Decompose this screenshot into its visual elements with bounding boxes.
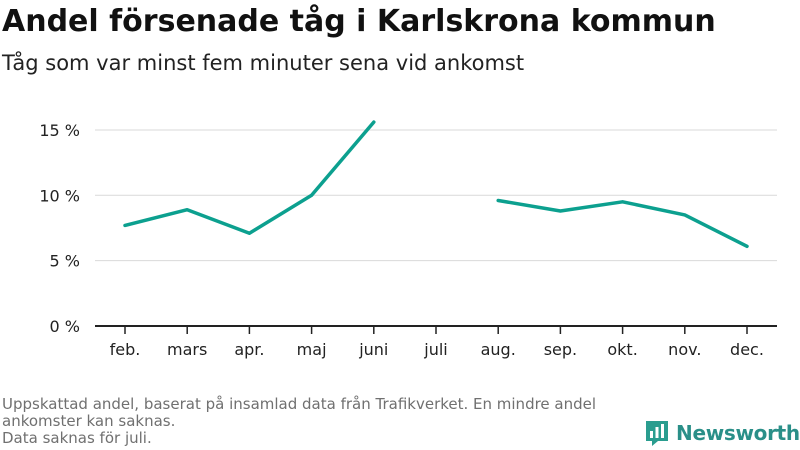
y-axis-tick-labels: 0 % 5 % 10 % 15 % <box>39 121 80 336</box>
series-lines <box>123 120 749 249</box>
y-tick-label: 0 % <box>50 317 80 336</box>
brand-name: Newsworthy <box>676 421 800 445</box>
bar-chart-logo-icon <box>646 421 668 446</box>
gridlines <box>95 129 777 262</box>
y-tick-label: 10 % <box>39 186 80 205</box>
x-tick-label: dec. <box>730 340 764 359</box>
x-tick-label: okt. <box>607 340 637 359</box>
footnote-source: Uppskattad andel, baserat på insamlad da… <box>2 395 597 430</box>
x-tick-label: juni <box>358 340 388 359</box>
x-tick-label: apr. <box>234 340 264 359</box>
x-axis <box>95 325 777 334</box>
x-tick-label: feb. <box>110 340 141 359</box>
x-tick-label: sep. <box>544 340 577 359</box>
x-tick-label: maj <box>297 340 327 359</box>
chart-subtitle: Tåg som var minst fem minuter sena vid a… <box>2 51 525 75</box>
x-tick-label: aug. <box>481 340 516 359</box>
x-tick-label: nov. <box>668 340 701 359</box>
x-axis-tick-labels: feb. mars apr. maj juni juli aug. sep. okt. nov. d… <box>110 340 764 359</box>
line-chart: 0 % 5 % 10 % 15 % feb. mars apr. maj juni juli au… <box>39 120 777 359</box>
y-tick-label: 15 % <box>39 121 80 140</box>
footnote-missing-data: Data saknas för juli. <box>2 429 152 447</box>
series-line-segment <box>496 198 749 249</box>
footnote: Uppskattad andel, baserat på insamlad da… <box>2 396 632 447</box>
series-line-segment <box>123 120 376 235</box>
x-tick-label: juli <box>423 340 447 359</box>
y-tick-label: 5 % <box>50 252 80 271</box>
chart-title: Andel försenade tåg i Karlskrona kommun <box>2 4 716 39</box>
brand-logo: Newsworthy <box>644 418 800 448</box>
x-tick-label: mars <box>167 340 207 359</box>
